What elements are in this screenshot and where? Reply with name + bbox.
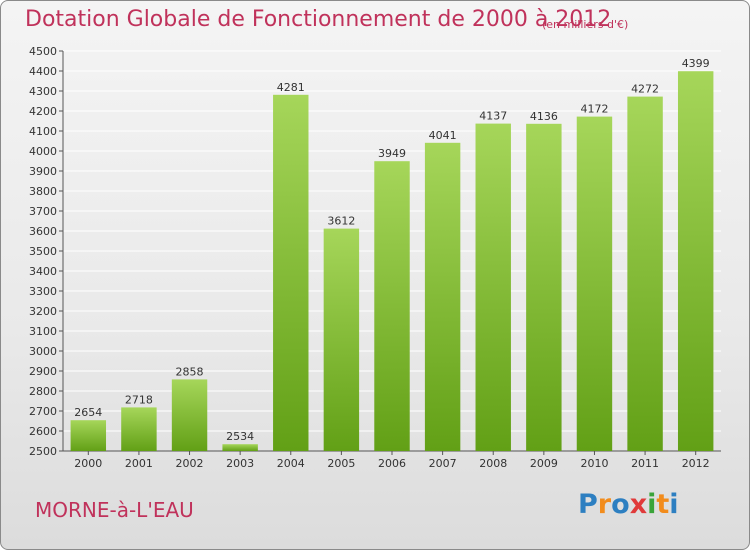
data-label-2010: 4172 <box>580 103 608 116</box>
y-tick-label: 3700 <box>29 205 57 218</box>
y-tick-label: 4200 <box>29 105 57 118</box>
data-label-2011: 4272 <box>631 83 659 96</box>
data-label-2008: 4137 <box>479 110 507 123</box>
y-tick-label: 2900 <box>29 365 57 378</box>
data-labels: 2654 2718 2858 2534 4281 3612 3949 4041 4137 4136… <box>74 57 709 443</box>
data-label-2006: 3949 <box>378 147 406 160</box>
data-label-2002: 2858 <box>176 365 204 378</box>
y-tick-label: 2500 <box>29 445 57 458</box>
data-label-2012: 4399 <box>682 57 710 70</box>
bar-2000 <box>70 420 107 451</box>
data-label-2001: 2718 <box>125 393 153 406</box>
data-label-2005: 3612 <box>327 215 355 228</box>
y-tick-label: 4400 <box>29 65 57 78</box>
data-label-2004: 4281 <box>277 81 305 94</box>
chart-unit: (en milliers d'€) <box>542 18 629 31</box>
bar-2009 <box>526 123 562 452</box>
y-tick-label: 2800 <box>29 385 57 398</box>
commune-name: MORNE-à-L'EAU <box>35 498 194 522</box>
y-tick-label: 4000 <box>29 145 57 158</box>
bar-2012 <box>677 71 714 451</box>
data-label-2003: 2534 <box>226 430 254 443</box>
y-tick-label: 3600 <box>29 225 57 238</box>
data-label-2007: 4041 <box>429 129 457 142</box>
y-tick-label: 4500 <box>29 45 57 58</box>
logo-letter: P <box>578 489 598 520</box>
x-tick-label-2007: 2007 <box>429 457 457 470</box>
data-label-2000: 2654 <box>74 406 102 419</box>
x-tick-label-2009: 2009 <box>530 457 558 470</box>
bar-2008 <box>475 123 511 451</box>
logo-letter: i <box>647 489 657 520</box>
y-tick-label: 3800 <box>29 185 57 198</box>
bar-2010 <box>576 116 613 451</box>
x-tick-label-2006: 2006 <box>378 457 406 470</box>
y-tick-label: 3500 <box>29 245 57 258</box>
x-axis: 2000 2001 2002 2003 2004 2005 2006 2007 2008 2009… <box>74 451 710 470</box>
y-tick-label: 3400 <box>29 265 57 278</box>
x-tick-label-2001: 2001 <box>125 457 153 470</box>
y-tick-label: 4300 <box>29 85 57 98</box>
x-tick-label-2012: 2012 <box>682 457 710 470</box>
bar-2006 <box>374 161 410 451</box>
x-tick-label-2005: 2005 <box>327 457 355 470</box>
proxiti-logo: Proxiti <box>578 489 679 520</box>
bars <box>70 71 714 452</box>
bar-2002 <box>171 379 208 451</box>
chart-title: Dotation Globale de Fonctionnement de 20… <box>25 7 612 32</box>
y-tick-label: 3200 <box>29 305 57 318</box>
x-tick-label-2004: 2004 <box>277 457 305 470</box>
y-tick-label: 3100 <box>29 325 57 338</box>
x-tick-label-2000: 2000 <box>74 457 102 470</box>
x-tick-label-2011: 2011 <box>631 457 659 470</box>
logo-letter: x <box>629 489 648 520</box>
logo-letter: i <box>669 489 679 520</box>
logo-letter: o <box>611 489 630 520</box>
bar-2001 <box>121 407 157 451</box>
y-tick-label: 3000 <box>29 345 57 358</box>
x-tick-label-2002: 2002 <box>176 457 204 470</box>
logo-letter: t <box>656 489 670 520</box>
x-tick-label-2003: 2003 <box>226 457 254 470</box>
y-tick-label: 2600 <box>29 425 57 438</box>
logo-letter: r <box>597 489 612 520</box>
y-tick-label: 3900 <box>29 165 57 178</box>
data-label-2009: 4136 <box>530 110 558 123</box>
bar-2003 <box>222 444 258 451</box>
x-tick-label-2008: 2008 <box>479 457 507 470</box>
bar-2004 <box>273 94 309 452</box>
bar-2011 <box>627 96 663 451</box>
bar-2005 <box>323 228 360 451</box>
y-tick-label: 2700 <box>29 405 57 418</box>
x-tick-label-2010: 2010 <box>580 457 608 470</box>
bar-2007 <box>424 142 461 452</box>
y-tick-label: 4100 <box>29 125 57 138</box>
y-tick-label: 3300 <box>29 285 57 298</box>
